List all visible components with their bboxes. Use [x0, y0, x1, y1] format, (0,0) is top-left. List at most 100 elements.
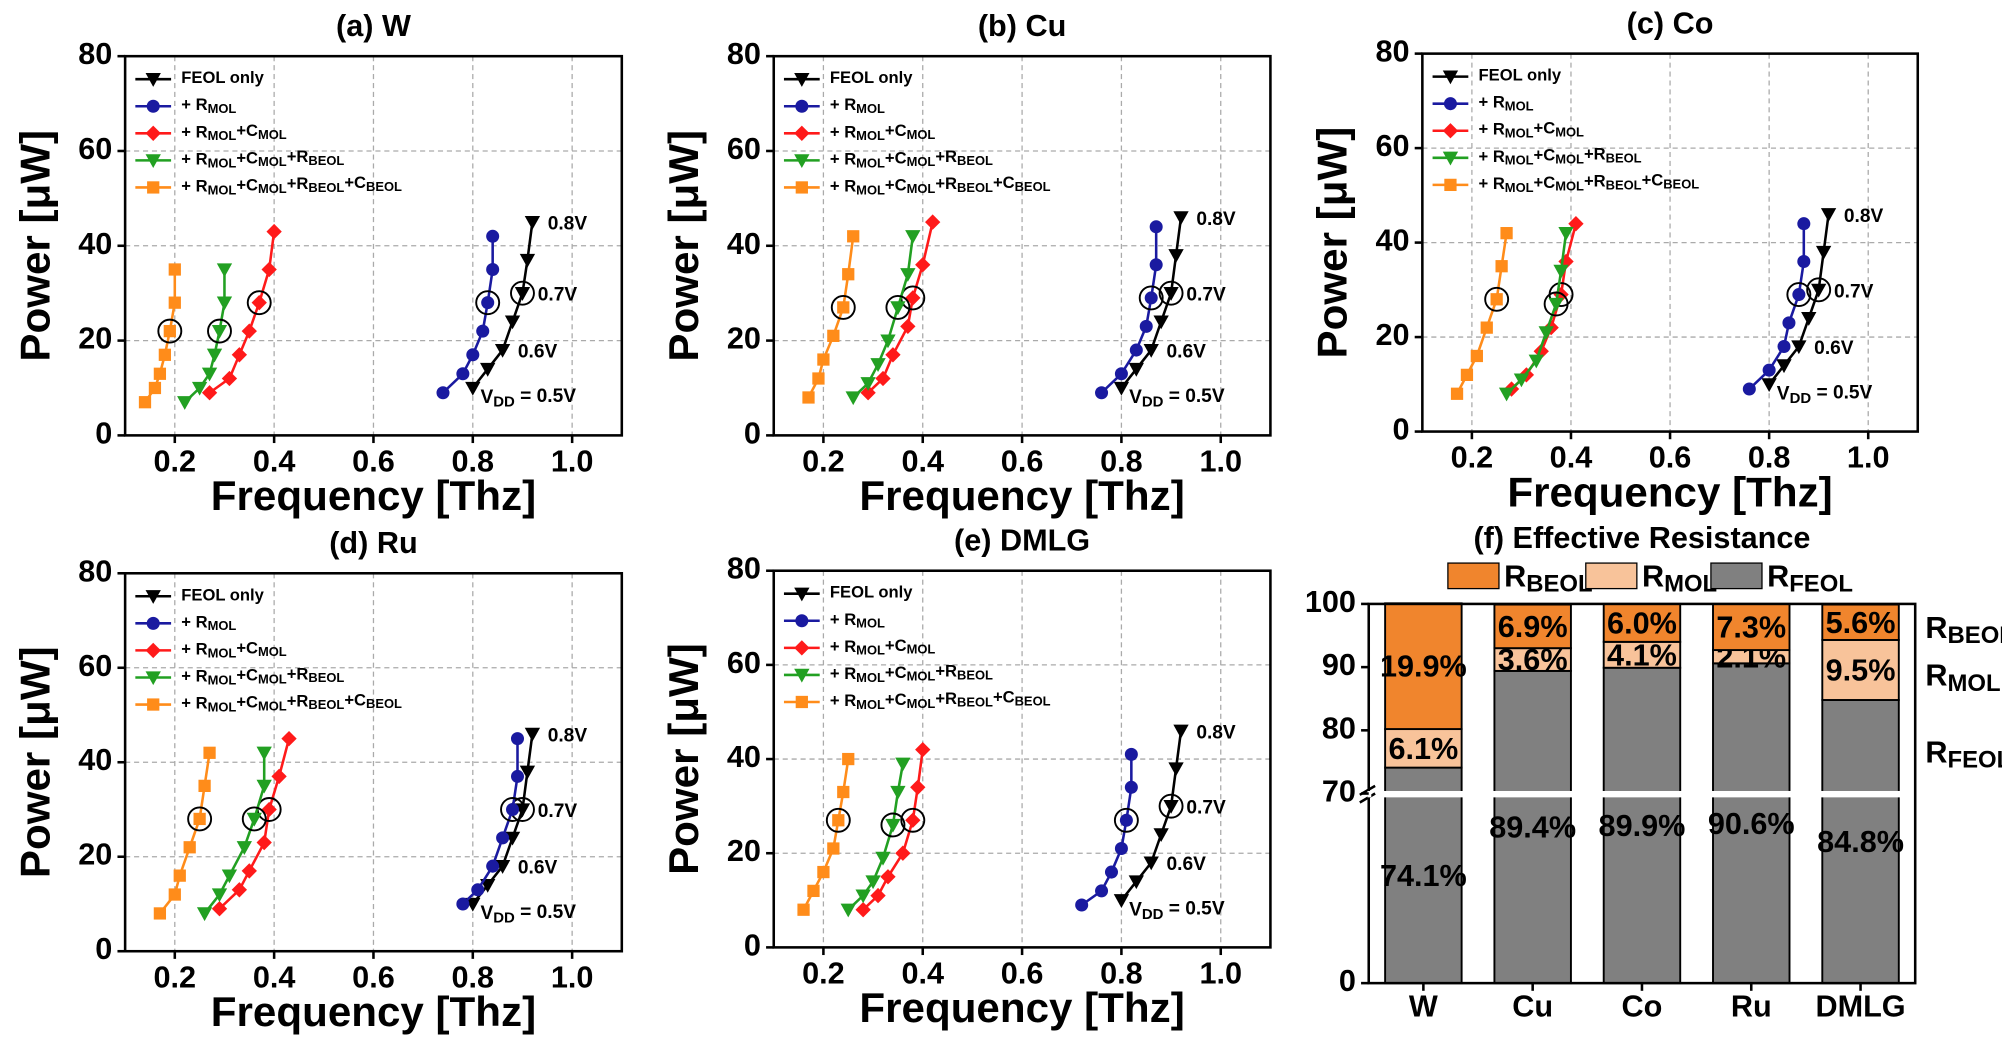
text-run: (c) Co [1627, 7, 1714, 41]
marker [504, 831, 521, 846]
annotation: VDD = 0.5V [1129, 898, 1225, 923]
bar-segment [1602, 666, 1682, 985]
marker [261, 801, 277, 818]
text-run: 60 [1376, 129, 1410, 163]
text-run: 6.0% [1607, 607, 1677, 641]
marker [203, 746, 216, 759]
text-run: R [1925, 611, 1947, 645]
text-run: + R [830, 610, 856, 629]
y-tick-label: 20 [78, 838, 112, 872]
x-tick-label: 0.2 [802, 957, 845, 991]
text-run: FEOL only [181, 69, 264, 88]
marker [496, 831, 510, 845]
marker [514, 803, 531, 818]
text-run: +C [885, 122, 907, 141]
marker [177, 396, 193, 410]
marker [910, 779, 926, 795]
marker [519, 253, 536, 268]
text-run: 20 [727, 834, 761, 868]
text-run: 6.1% [1388, 732, 1458, 766]
bar-segment [1821, 638, 1900, 701]
text-run: 74.1% [1380, 859, 1467, 893]
text-run: FEOL only [1479, 66, 1562, 85]
bar-value-label: 19.9% [1380, 650, 1467, 684]
x-tick-label: Cu [1512, 990, 1553, 1024]
subscript: MOL [856, 643, 885, 658]
text-run: 9.5% [1826, 654, 1896, 688]
legend-marker [1442, 123, 1459, 139]
annotation: 0.6V [518, 858, 558, 879]
subscript: MOL [258, 645, 287, 660]
highlight-ring [880, 812, 906, 838]
marker [211, 901, 228, 917]
highlight-ring [246, 290, 272, 316]
text-run: + R [830, 637, 856, 656]
figure-body: 0.2 0.4 0.6 0.8 1.0 0 20 40 60 80 (a) W Frequency [… [11, 7, 2002, 1036]
text-run: +C [236, 176, 258, 195]
text-run: 20 [78, 838, 112, 872]
subscript: MOL [907, 696, 936, 711]
x-tick-label: DMLG [1815, 990, 1905, 1024]
text-run: 0.4 [1550, 441, 1593, 475]
subscript: FEOL [1789, 571, 1853, 598]
legend-marker [1442, 70, 1459, 85]
x-tick-label: 0.2 [1451, 441, 1494, 475]
subscript: BEOL [308, 181, 344, 196]
marker [494, 343, 511, 358]
text-run: + R [830, 150, 856, 169]
marker [281, 730, 297, 747]
y-axis-label: Power [μW] [660, 643, 707, 875]
marker [847, 230, 860, 243]
text-run: 0.4 [901, 957, 944, 991]
annotation: VDD = 0.5V [480, 902, 576, 927]
text-run: + R [181, 640, 207, 659]
marker [875, 851, 891, 866]
bar-segment [1602, 640, 1682, 669]
text-run: +C [1534, 146, 1556, 165]
x-tick-label: 0.6 [1649, 441, 1692, 475]
text-run: V [1129, 387, 1142, 408]
marker [514, 287, 531, 301]
marker [1113, 894, 1130, 908]
legend-marker [794, 73, 810, 87]
text-run: +C [236, 639, 258, 658]
text-run: 0.6V [1167, 854, 1207, 875]
marker [480, 362, 496, 377]
x-tick-label: 0.6 [1001, 445, 1044, 479]
text-run: Frequency [Thz] [211, 472, 536, 519]
text-run: +C [993, 688, 1015, 707]
subscript: BEOL [957, 668, 993, 683]
text-run: V [1129, 900, 1142, 921]
text-run: 0.7V [538, 801, 578, 822]
text-run: 40 [78, 743, 112, 777]
y-tick-label: 80 [1376, 35, 1410, 69]
x-axis-label: Frequency [Thz] [211, 472, 536, 519]
text-run: R [1767, 559, 1789, 593]
text-run: Co [1622, 990, 1663, 1024]
x-tick-label: Ru [1731, 990, 1772, 1024]
marker [256, 779, 272, 794]
legend-marker [794, 668, 810, 683]
legend-marker [146, 616, 160, 630]
text-run: 0.6 [1649, 441, 1692, 475]
subscript: DD [493, 394, 515, 411]
subscript: MOL [856, 156, 885, 171]
text-run: + R [830, 691, 856, 710]
legend-label: + RMOL+CMOL+RBEOL+CBEOL [181, 174, 402, 198]
legend-marker [1443, 97, 1457, 111]
marker [1128, 362, 1144, 377]
subscript: MOL [208, 700, 237, 715]
text-run: 0.6 [352, 960, 395, 994]
text-run: + R [1479, 174, 1505, 193]
legend-label: + RMOL+CMOL [181, 122, 287, 144]
marker [231, 882, 248, 898]
subscript: MOL [1948, 670, 2001, 697]
series-line [1080, 754, 1133, 907]
bar-value-label: 84.8% [1817, 825, 1904, 859]
text-run: +C [236, 149, 258, 168]
marker [168, 888, 181, 901]
marker [1782, 316, 1796, 330]
bar-value-label: 6.1% [1388, 732, 1458, 766]
legend-label: FEOL only [181, 69, 264, 88]
text-run: + R [181, 96, 207, 115]
